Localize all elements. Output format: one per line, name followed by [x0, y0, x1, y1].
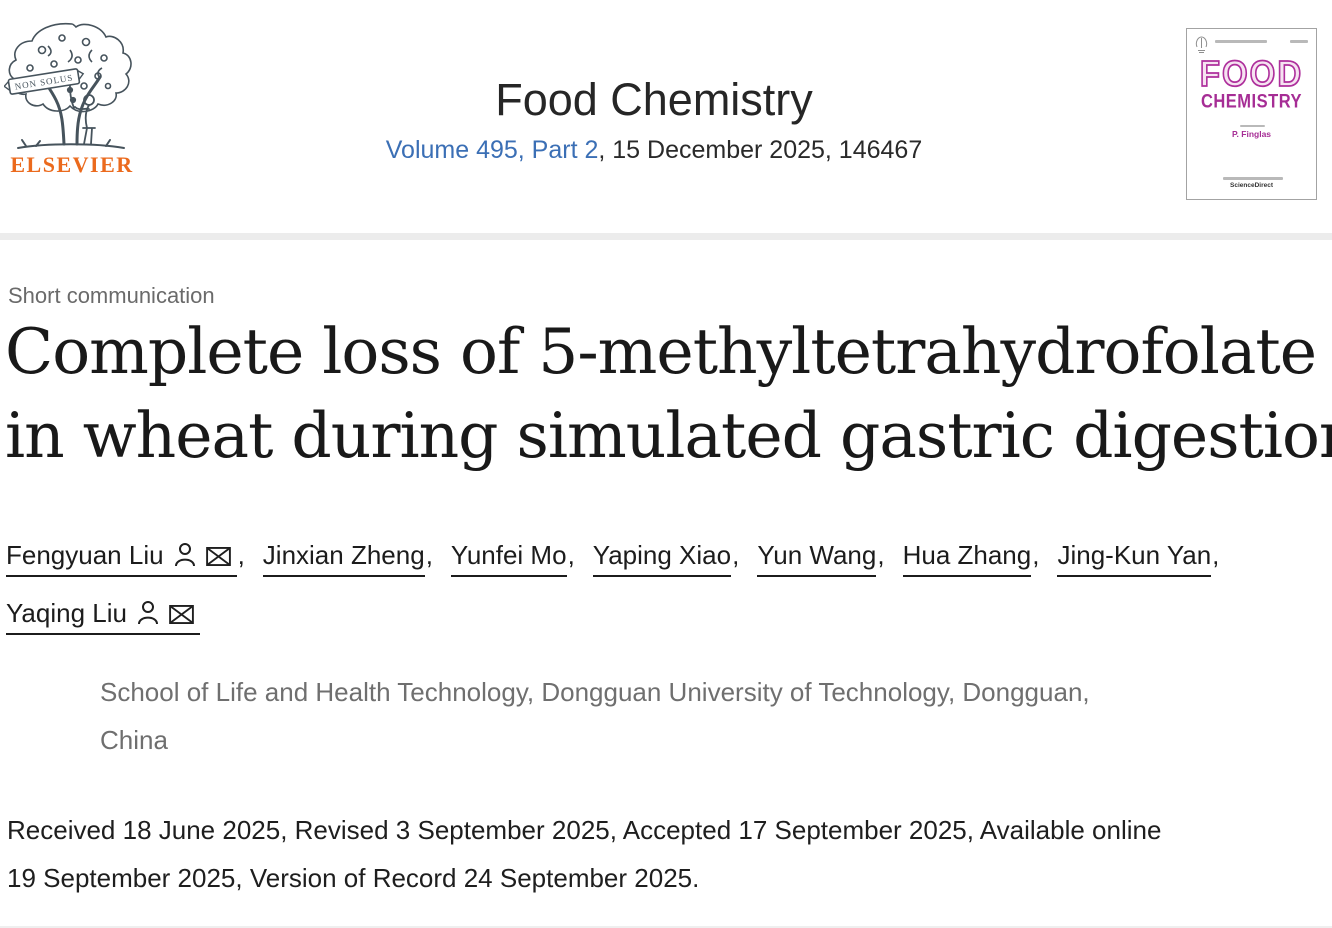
author-name: Hua Zhang — [902, 540, 1032, 570]
elsevier-tree-icon: NON SOLUS — [3, 22, 132, 149]
author-name: Yun Wang — [757, 540, 877, 570]
author: Yaqing Liu — [6, 598, 200, 635]
author-separator: , — [567, 540, 575, 570]
article-history-line: 19 September 2025, Version of Record 24 … — [7, 863, 700, 893]
cover-title-chemistry: CHEMISTRY — [1200, 91, 1303, 113]
affiliation-line: School of Life and Health Technology, Do… — [100, 677, 1090, 707]
author-link[interactable]: Hua Zhang — [902, 540, 1032, 577]
author-link[interactable]: Fengyuan Liu — [6, 540, 237, 577]
author-link[interactable]: Yun Wang — [757, 540, 877, 577]
cover-editor-name: P. Finglas — [1231, 129, 1272, 139]
author-separator: , — [1212, 540, 1220, 570]
article-title-line: in wheat during simulated gastric digest… — [5, 399, 1332, 472]
author-separator: , — [877, 540, 885, 570]
article-history: Received 18 June 2025, Revised 3 Septemb… — [7, 806, 1327, 902]
cover-microtext-bar — [1215, 40, 1267, 43]
author-link[interactable]: Yaping Xiao — [592, 540, 732, 577]
author-name: Yunfei Mo — [450, 540, 567, 570]
author-separator: , — [425, 540, 433, 570]
article-history-line: Received 18 June 2025, Revised 3 Septemb… — [7, 815, 1162, 845]
author: Jinxian Zheng, — [262, 540, 433, 577]
author-link[interactable]: Yunfei Mo — [450, 540, 567, 577]
journal-header: Food Chemistry Volume 495, Part 2, 15 De… — [0, 0, 1308, 165]
author: Yaping Xiao, — [592, 540, 740, 577]
author-name: Jing-Kun Yan — [1057, 540, 1212, 570]
cover-microtext-bar — [1223, 177, 1283, 180]
author-name: Jinxian Zheng — [262, 540, 425, 570]
author-link[interactable]: Jinxian Zheng — [262, 540, 425, 577]
author-separator: , — [732, 540, 740, 570]
envelope-icon[interactable] — [205, 547, 231, 566]
article-type-label: Short communication — [8, 283, 215, 308]
author: Fengyuan Liu, — [6, 540, 245, 577]
elsevier-logo[interactable]: NON SOLUS ELSEVIER — [3, 16, 140, 177]
elsevier-wordmark: ELSEVIER — [10, 152, 134, 177]
article-title: Complete loss of 5-methyltetrahydrofolat… — [5, 310, 1332, 478]
section-divider — [0, 233, 1332, 240]
author-link[interactable]: Yaqing Liu — [6, 598, 200, 635]
author-name: Yaping Xiao — [592, 540, 732, 570]
cover-microtext-bar — [1290, 40, 1308, 43]
affiliation-line: China — [100, 725, 168, 755]
article-title-line: Complete loss of 5-methyltetrahydrofolat… — [5, 315, 1317, 388]
author-list: Fengyuan Liu, Jinxian Zheng, Yunfei Mo, Yap… — [6, 526, 1256, 642]
envelope-icon[interactable] — [169, 605, 194, 624]
author-name: Yaqing Liu — [6, 598, 127, 628]
author: Yunfei Mo, — [450, 540, 575, 577]
author-link[interactable]: Jing-Kun Yan — [1057, 540, 1212, 577]
author-separator: , — [1032, 540, 1040, 570]
author: Hua Zhang, — [902, 540, 1040, 577]
author: Yun Wang, — [757, 540, 885, 577]
author: Jing-Kun Yan, — [1057, 540, 1220, 577]
cover-sciencedirect-text: ScienceDirect — [1230, 182, 1273, 189]
cover-editor-label-bar — [1240, 125, 1265, 127]
bottom-divider — [0, 926, 1332, 928]
journal-title-link[interactable]: Food Chemistry — [495, 74, 813, 125]
person-icon[interactable] — [174, 543, 196, 568]
cover-title-food: FOOD — [1199, 52, 1304, 94]
affiliation: School of Life and Health Technology, Do… — [100, 668, 1300, 764]
issue-date-text: , 15 December 2025, 146467 — [598, 136, 923, 164]
journal-cover-thumbnail[interactable]: FOOD CHEMISTRY P. Finglas ScienceDirect — [1186, 28, 1317, 200]
author-name: Fengyuan Liu — [6, 540, 164, 570]
person-icon[interactable] — [137, 601, 159, 626]
volume-issue-link[interactable]: Volume 495, Part 2 — [385, 136, 599, 164]
author-separator: , — [237, 540, 245, 570]
issue-line: Volume 495, Part 2, 15 December 2025, 14… — [0, 136, 1308, 164]
cover-elsevier-mark-icon — [1194, 35, 1209, 59]
